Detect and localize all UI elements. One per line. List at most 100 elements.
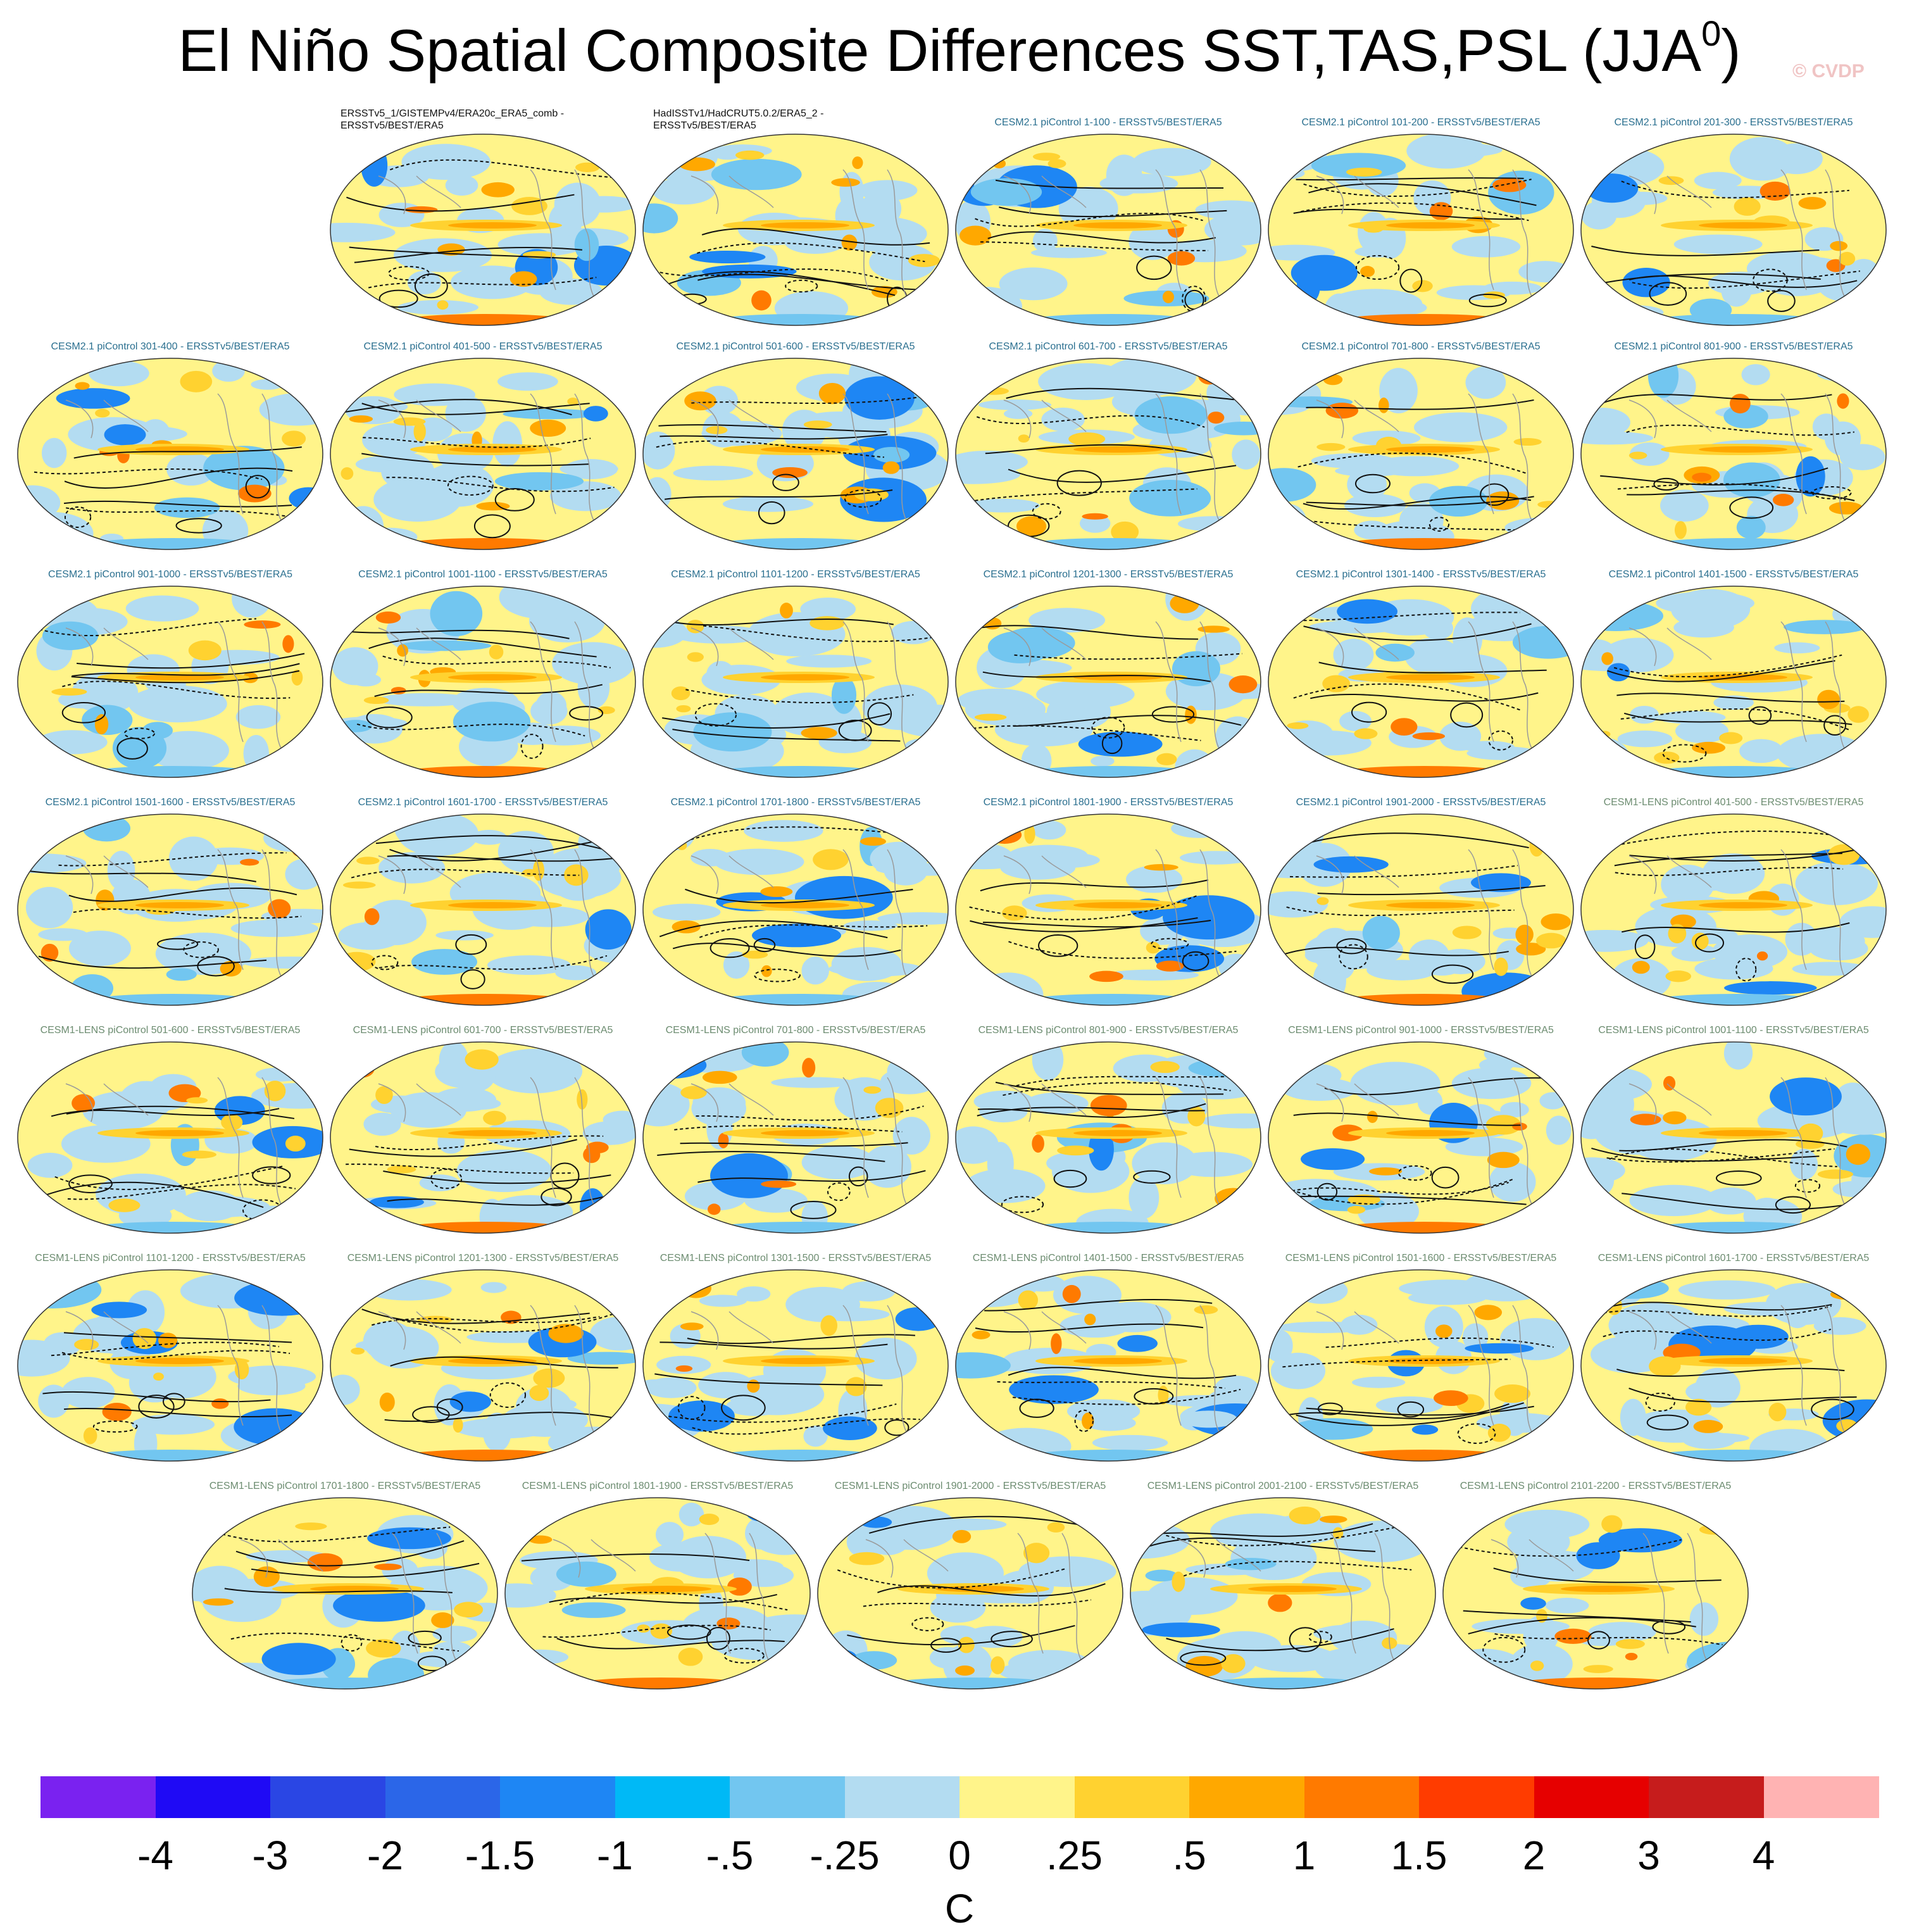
anomaly-region [871,285,897,298]
anomaly-region [492,421,522,467]
psl-contour [1166,1527,1394,1546]
map-field [643,358,948,549]
coastline [1628,175,1657,215]
anomaly-region [1625,1652,1638,1660]
anomaly-region [1536,932,1566,949]
anomaly-region [831,676,857,714]
anomaly-region [1601,1515,1623,1533]
psl-contour [1012,1388,1241,1405]
anomaly-region [1581,1157,1625,1184]
anomaly-region [1156,753,1177,766]
psl-contour [366,706,413,729]
map-field [1581,1270,1886,1461]
psl-contour [665,489,893,500]
anomaly-region [1632,960,1650,974]
anomaly-region [1339,711,1372,732]
coastline [1316,175,1344,215]
panel-label-line: CESM2.1 piControl 201-300 - ERSSTv5/BEST… [1614,117,1853,128]
psl-contour [1752,268,1788,292]
coastline [1155,1077,1182,1198]
anomaly-region [1585,173,1639,203]
map-panel: CESM2.1 piControl 1701-1800 - ERSSTv5/BE… [641,796,951,1008]
psl-contour [520,734,544,759]
enso-core [135,1358,224,1364]
panel-label: CESM2.1 piControl 701-800 - ERSSTv5/BEST… [1247,341,1595,353]
anomaly-region [397,814,479,856]
psl-contour [869,1515,1097,1534]
colorbar-box [730,1776,845,1818]
anomaly-region [330,1426,371,1460]
psl-contour [666,271,896,296]
anomaly-region [503,408,599,420]
panel-label-line: CESM1-LENS piControl 701-800 - ERSSTv5/B… [665,1025,926,1036]
anomaly-region [1215,716,1260,760]
anomaly-region [1451,1067,1532,1100]
enso-core [1073,1130,1162,1136]
psl-contour [1351,701,1387,723]
psl-contour [455,934,487,955]
panel-label: CESM2.1 piControl 1701-1800 - ERSSTv5/BE… [622,796,970,808]
anomaly-region [652,903,721,921]
psl-contour [674,1125,903,1132]
anomaly-region [1777,734,1866,773]
map-field [505,1498,810,1689]
anomaly-region [1443,1659,1484,1674]
psl-contour [1324,1077,1553,1095]
anomaly-region [1601,652,1613,665]
coastline [416,175,461,208]
anomaly-region [1554,1628,1592,1644]
anomaly-region [802,1058,816,1078]
psl-contour [1317,885,1546,896]
anomaly-region [1680,1433,1749,1443]
coastline [1316,399,1344,439]
coastline [1666,175,1712,208]
colorbar-tick-label: -.25 [809,1833,880,1878]
coastline [903,1539,949,1572]
map-panel: CESM1-LENS piControl 1001-1100 - ERSSTv5… [1578,1024,1889,1236]
enso-core [1248,1586,1337,1592]
anomaly-region [1208,411,1225,424]
panel-label: CESM2.1 piControl 801-900 - ERSSTv5/BEST… [1560,341,1908,353]
psl-contour [1629,849,1858,862]
psl-contour [1622,1193,1850,1210]
southern-ocean-band [1197,1678,1375,1689]
psl-contour [692,1418,920,1435]
anomaly-region [234,1408,316,1446]
psl-contour [1617,483,1846,501]
panel-label-line: CESM1-LENS piControl 1201-1300 - ERSSTv5… [347,1253,619,1264]
map-field [330,586,635,777]
coastline [887,849,907,977]
anomaly-region [18,526,65,546]
anomaly-region [1756,951,1768,961]
psl-contour [1003,1082,1231,1096]
anomaly-region [374,1563,402,1571]
map-field [18,358,323,549]
anomaly-region [25,887,73,929]
anomaly-region [68,931,131,967]
psl-contour [1616,1367,1845,1377]
anomaly-region [482,1412,511,1452]
anomaly-region [522,869,537,877]
coastline [1628,1311,1657,1350]
anomaly-region [1466,746,1539,760]
map-panel: CESM1-LENS piControl 1901-2000 - ERSSTv5… [815,1480,1125,1691]
anomaly-region [818,1663,853,1679]
coastline [1199,393,1220,521]
anomaly-region [355,1340,392,1352]
psl-contour [1450,702,1484,728]
coastline [842,621,869,743]
psl-contour [867,702,892,725]
psl-contour [341,629,570,639]
anomaly-region [1060,1313,1130,1338]
psl-contour [447,475,494,496]
coastline [1041,855,1087,888]
anomaly-region [1428,486,1488,517]
psl-contour [980,241,1209,251]
anomaly-region [102,1403,132,1421]
coastline [530,1077,556,1198]
enso-core [448,1358,537,1364]
psl-contour [911,1617,944,1631]
anomaly-region [1082,1412,1094,1429]
panel-label: CESM1-LENS piControl 1101-1200 - ERSSTv5… [0,1252,344,1264]
anomaly-region [375,1086,393,1105]
